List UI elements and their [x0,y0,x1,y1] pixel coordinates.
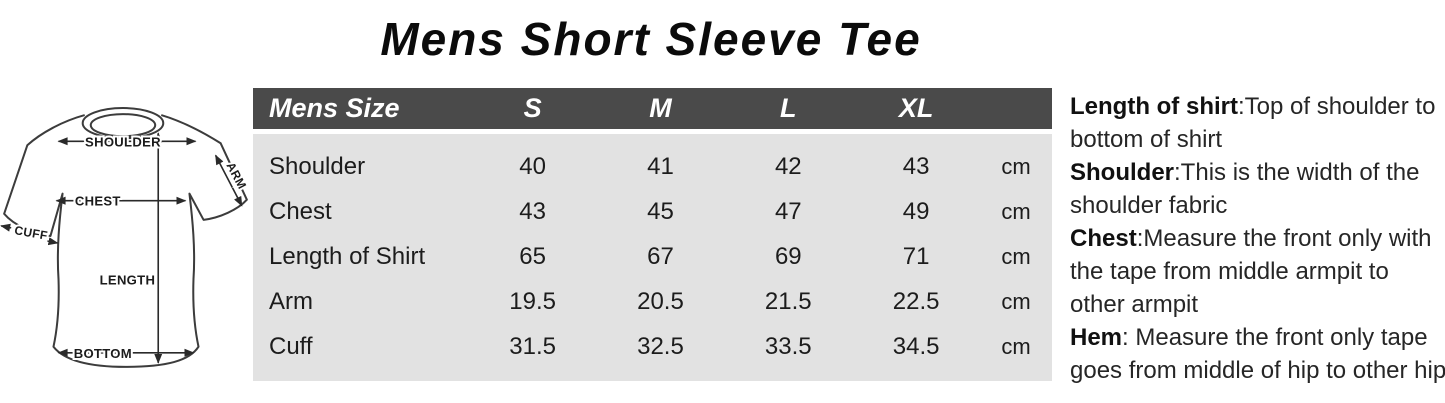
value-s: 43 [519,197,546,225]
value-xl: 49 [902,197,930,225]
row-label: Cuff [269,332,313,360]
value-xl: 22.5 [892,287,940,315]
instruction-text: : Measure the front only tape goes from … [1070,324,1445,384]
size-table: Mens Size S M L XL Shoulder 40 41 42 43 … [253,88,1052,381]
measurement-instructions: Length of shirt:Top of shoulder to botto… [1070,90,1445,387]
value-m: 67 [647,242,674,270]
value-l: 69 [774,242,802,270]
table-row: Arm 19.5 20.5 21.5 22.5 cm [253,279,1052,324]
value-l: 42 [774,152,802,180]
value-xl: 34.5 [892,332,940,360]
header-size-s: S [523,93,542,123]
row-label: Shoulder [269,152,366,180]
header-size-l: L [780,93,797,123]
value-m: 45 [647,197,674,225]
header-mens-size: Mens Size [269,93,400,123]
cuff-arrow-left [0,223,12,232]
size-table-header: Mens Size S M L XL [253,88,1052,129]
instruction-term: Hem [1070,324,1123,351]
unit-label: cm [1001,153,1031,179]
shoulder-label: SHOULDER [85,134,161,149]
value-xl: 71 [902,242,930,270]
instruction-chest: Chest:Measure the front only with the ta… [1070,222,1445,321]
row-label: Chest [269,197,332,225]
instruction-length-of-shirt: Length of shirt:Top of shoulder to botto… [1070,90,1445,156]
header-size-m: M [649,93,672,123]
row-label: Arm [269,287,313,315]
instruction-text: :This is the width of the shoulder fabri… [1070,159,1420,219]
instruction-shoulder: Shoulder:This is the width of the should… [1070,156,1445,222]
value-l: 33.5 [764,332,812,360]
tshirt-outline [3,114,248,368]
instruction-text: :Top of shoulder to bottom of shirt [1070,93,1436,153]
arm-arrow [214,154,243,207]
table-row: Length of Shirt 65 67 69 71 cm [253,234,1052,279]
bottom-label: BOTTOM [74,346,132,361]
unit-label: cm [1001,198,1031,224]
header-size-xl: XL [898,93,934,123]
value-s: 65 [519,242,546,270]
value-m: 20.5 [637,287,684,315]
tshirt-measurement-diagram: SHOULDER CHEST LENGTH ARM CUFF BOTTOM [0,107,251,368]
instruction-hem: Hem: Measure the front only tape goes fr… [1070,321,1445,387]
unit-label: cm [1001,288,1031,314]
value-xl: 43 [902,152,930,180]
chest-label: CHEST [75,194,121,209]
value-m: 32.5 [637,332,684,360]
cuff-arrow-right [47,237,59,246]
unit-label: cm [1001,243,1031,269]
table-row: Cuff 31.5 32.5 33.5 34.5 cm [253,324,1052,369]
instruction-text: :Measure the front only with the tape fr… [1070,225,1432,318]
value-m: 41 [647,152,674,180]
value-s: 19.5 [509,287,556,315]
table-row: Shoulder 40 41 42 43 cm [253,144,1052,189]
value-l: 47 [774,197,802,225]
row-label: Length of Shirt [269,242,426,270]
instruction-term: Chest [1070,225,1137,252]
value-l: 21.5 [764,287,812,315]
instruction-term: Shoulder [1070,159,1175,186]
unit-label: cm [1001,333,1031,359]
value-s: 40 [519,152,546,180]
size-table-body: Shoulder 40 41 42 43 cm Chest 43 45 47 4… [253,134,1052,381]
table-row: Chest 43 45 47 49 cm [253,189,1052,234]
value-s: 31.5 [509,332,556,360]
length-label: LENGTH [100,272,156,287]
instruction-term: Length of shirt [1070,93,1238,120]
page-title: Mens Short Sleeve Tee [380,13,922,65]
collar-inner [89,113,157,138]
